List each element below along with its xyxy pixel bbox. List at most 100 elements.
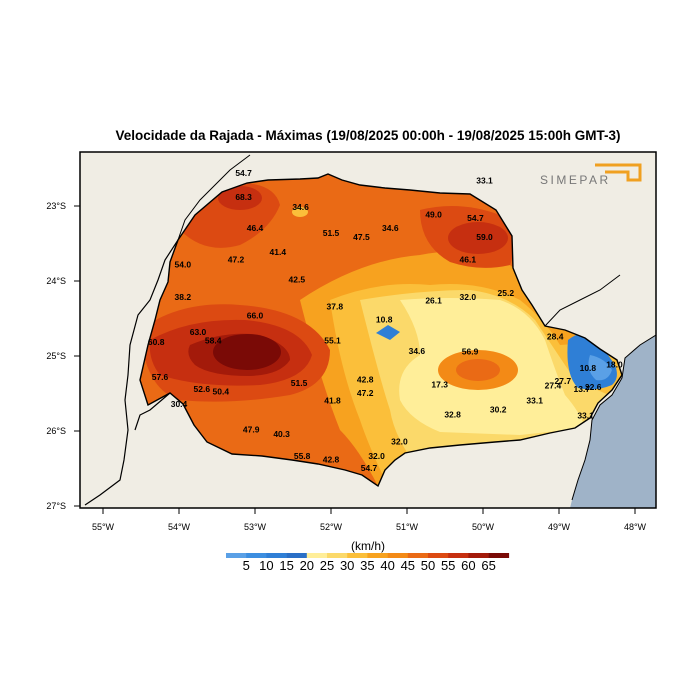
value-label: 66.0 bbox=[247, 311, 264, 321]
value-label: 55.1 bbox=[324, 335, 341, 345]
value-label: 57.6 bbox=[152, 372, 169, 382]
colorbar-tick-label: 30 bbox=[340, 558, 354, 573]
latitude-axis: 23°S 24°S 25°S 26°S 27°S bbox=[46, 201, 80, 511]
value-label: 32.8 bbox=[444, 410, 461, 420]
colorbar-unit-label: (km/h) bbox=[351, 539, 385, 553]
value-label: 68.3 bbox=[235, 192, 252, 202]
value-label: 33.1 bbox=[476, 176, 493, 186]
value-label: 55.8 bbox=[294, 451, 311, 461]
colorbar-swatch bbox=[428, 553, 449, 558]
value-label: 27.4 bbox=[545, 380, 562, 390]
value-label: 34.6 bbox=[409, 346, 426, 356]
colorbar-tick-label: 10 bbox=[259, 558, 273, 573]
lon-tick-label: 51°W bbox=[396, 522, 419, 532]
colorbar-swatch bbox=[306, 553, 328, 558]
colorbar-swatch bbox=[327, 553, 348, 558]
value-label: 17.3 bbox=[431, 380, 448, 390]
coastline bbox=[571, 334, 656, 501]
colorbar-swatch bbox=[448, 553, 469, 558]
value-labels: 54.7 68.3 34.6 46.4 51.5 47.5 34.6 49.0 54.7 59.0… bbox=[148, 168, 623, 473]
value-label: 32.0 bbox=[368, 451, 385, 461]
value-label: 54.7 bbox=[467, 213, 484, 223]
lat-tick-label: 26°S bbox=[46, 426, 66, 436]
lat-tick-label: 23°S bbox=[46, 201, 66, 211]
value-label: 38.2 bbox=[175, 292, 192, 302]
colorbar-tick-label: 15 bbox=[279, 558, 293, 573]
value-label: 51.5 bbox=[323, 228, 340, 238]
lon-tick-label: 53°W bbox=[244, 522, 267, 532]
value-label: 47.2 bbox=[357, 388, 374, 398]
value-label: 10.8 bbox=[376, 314, 393, 324]
value-label: 22.6 bbox=[585, 382, 602, 392]
value-label: 30.4 bbox=[171, 399, 188, 409]
value-label: 47.9 bbox=[243, 425, 260, 435]
value-label: 32.0 bbox=[391, 437, 408, 447]
neighbor-border-southwest bbox=[134, 392, 171, 431]
lon-tick-label: 50°W bbox=[472, 522, 495, 532]
value-label: 49.0 bbox=[425, 209, 442, 219]
colorbar-tick-label: 60 bbox=[461, 558, 475, 573]
value-label: 47.2 bbox=[228, 254, 245, 264]
value-label: 28.4 bbox=[547, 332, 564, 342]
value-label: 46.1 bbox=[460, 254, 477, 264]
value-label: 52.6 bbox=[194, 384, 211, 394]
value-label: 54.7 bbox=[361, 463, 378, 473]
colorbar-tick-label: 40 bbox=[380, 558, 394, 573]
colorbar-tick-label: 5 bbox=[243, 558, 250, 573]
logo-text: SIMEPAR bbox=[540, 173, 611, 187]
lon-tick-label: 55°W bbox=[92, 522, 115, 532]
value-label: 54.0 bbox=[175, 260, 192, 270]
simepar-logo: SIMEPAR bbox=[540, 163, 642, 187]
value-label: 42.8 bbox=[323, 455, 340, 465]
value-label: 33.1 bbox=[577, 410, 594, 420]
value-label: 58.4 bbox=[205, 335, 222, 345]
value-label: 63.0 bbox=[190, 327, 207, 337]
value-label: 34.6 bbox=[382, 223, 399, 233]
colorbar-tick-label: 45 bbox=[401, 558, 415, 573]
value-label: 27.7 bbox=[555, 376, 572, 386]
lat-tick-label: 27°S bbox=[46, 501, 66, 511]
value-label: 42.8 bbox=[357, 374, 374, 384]
value-label: 34.6 bbox=[292, 202, 309, 212]
value-label: 26.1 bbox=[425, 296, 442, 306]
colorbar-swatch bbox=[407, 553, 429, 558]
colorbar-tick-label: 35 bbox=[360, 558, 374, 573]
value-label: 42.5 bbox=[289, 275, 306, 285]
longitude-axis: 55°W 54°W 53°W 52°W 51°W 50°W 49°W 48°W bbox=[92, 508, 647, 532]
lon-tick-label: 48°W bbox=[624, 522, 647, 532]
colorbar-swatch bbox=[347, 553, 368, 558]
lat-tick-label: 25°S bbox=[46, 351, 66, 361]
value-label: 41.8 bbox=[324, 395, 341, 405]
value-label: 30.2 bbox=[490, 404, 507, 414]
value-label: 51.5 bbox=[291, 378, 308, 388]
value-label: 32.0 bbox=[460, 292, 477, 302]
colorbar-tick-label: 20 bbox=[300, 558, 314, 573]
colorbar-tick-label: 50 bbox=[421, 558, 435, 573]
map-title: Velocidade da Rajada - Máximas (19/08/20… bbox=[115, 128, 621, 143]
logo-mark bbox=[595, 163, 642, 182]
lon-tick-label: 49°W bbox=[548, 522, 571, 532]
colorbar-tick-label: 25 bbox=[320, 558, 334, 573]
value-label: 50.4 bbox=[213, 386, 230, 396]
value-label: 41.4 bbox=[270, 247, 287, 257]
lat-tick-label: 24°S bbox=[46, 276, 66, 286]
colorbar-tick-label: 55 bbox=[441, 558, 455, 573]
value-label: 13.7 bbox=[574, 384, 591, 394]
value-label: 37.8 bbox=[327, 302, 344, 312]
lon-tick-label: 54°W bbox=[168, 522, 191, 532]
colorbar-swatch bbox=[387, 553, 409, 558]
ocean bbox=[570, 335, 656, 508]
colorbar-swatch bbox=[266, 553, 287, 558]
value-label: 60.8 bbox=[148, 337, 165, 347]
value-label: 47.5 bbox=[353, 232, 370, 242]
colorbar-swatch bbox=[367, 553, 388, 558]
neighbor-border-north bbox=[177, 154, 251, 241]
value-label: 25.2 bbox=[498, 288, 515, 298]
value-label: 10.8 bbox=[580, 363, 597, 373]
colorbar: 5 10 15 20 25 30 35 40 45 50 55 60 65 bbox=[226, 553, 510, 573]
value-label: 56.9 bbox=[462, 347, 479, 357]
state-border-parana bbox=[139, 173, 623, 488]
value-label: 54.7 bbox=[235, 168, 252, 178]
colorbar-swatch bbox=[246, 553, 267, 558]
